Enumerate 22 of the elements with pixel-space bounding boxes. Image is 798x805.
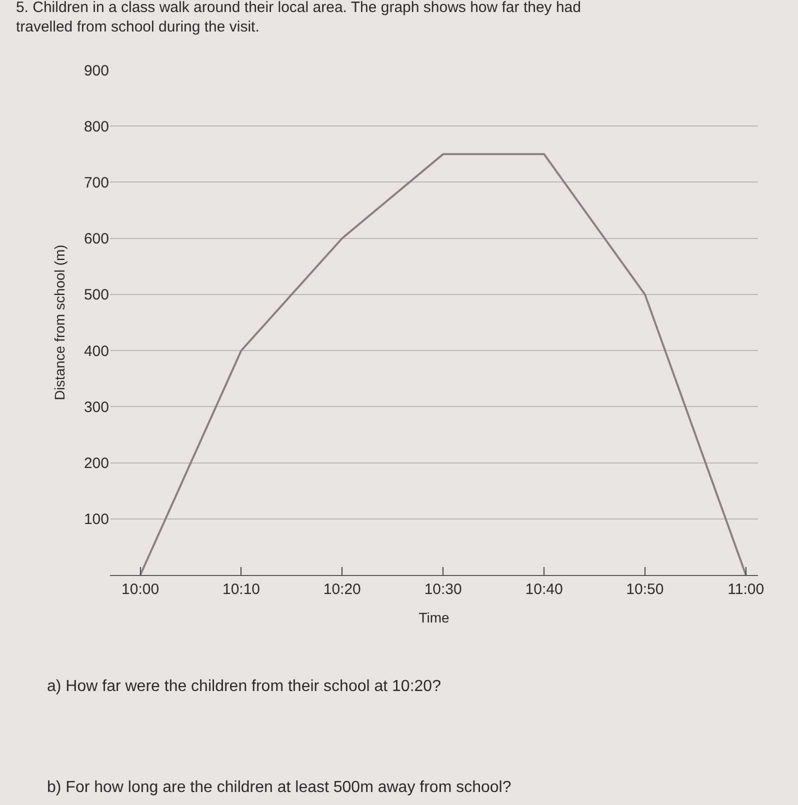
line-series <box>139 153 747 575</box>
x-tick-label: 10:00 <box>122 581 160 598</box>
x-tick-label: 10:30 <box>424 581 462 598</box>
y-tick-label: 500 <box>84 286 109 304</box>
y-tick-label: 600 <box>84 230 109 248</box>
y-tick-label: 800 <box>84 118 109 136</box>
x-tick-label: 10:20 <box>323 581 361 598</box>
x-tick-label: 10:50 <box>626 581 664 598</box>
y-tick-label: 900 <box>84 62 109 80</box>
y-tick-label: 400 <box>84 342 109 360</box>
y-tick-label: 700 <box>84 174 109 192</box>
x-tick-label: 11:00 <box>728 581 764 598</box>
chart-title: 5. Children in a class walk around their local area. The graph shows how far they had travelled from school during the visit. <box>16 0 582 36</box>
x-axis-title: Time <box>418 609 450 626</box>
y-tick-label: 100 <box>84 511 109 528</box>
y-tick-label: 300 <box>84 398 109 416</box>
y-tick-label: 200 <box>84 455 109 472</box>
text: b) For how long are the children at least 500m away from school? <box>47 779 512 796</box>
y-axis-title: Distance from school (m) <box>52 244 68 400</box>
x-tick-label: 10:40 <box>525 581 563 598</box>
text: a) How far were the children from their school at 10:20? <box>47 678 442 695</box>
x-tick-label: 10:10 <box>222 581 260 598</box>
